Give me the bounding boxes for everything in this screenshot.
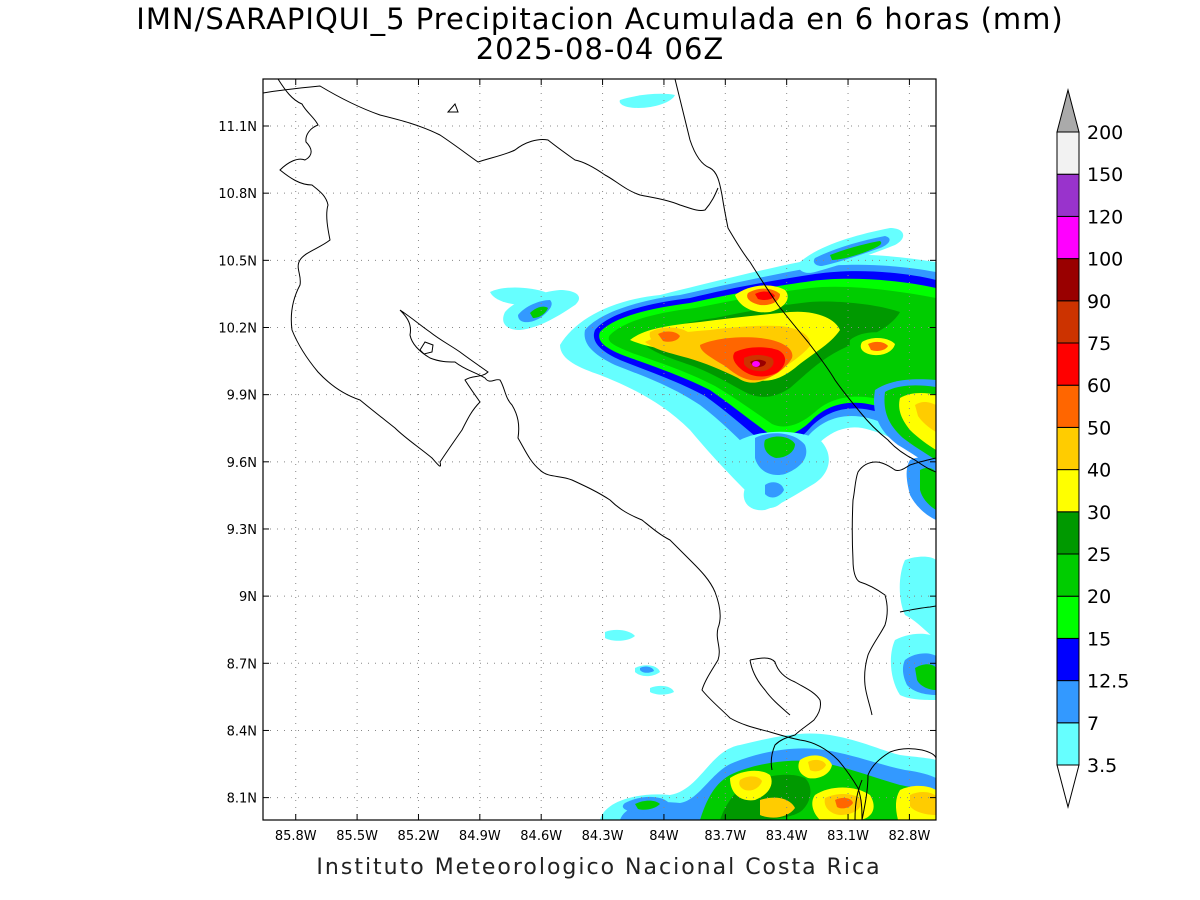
rain-band-north bbox=[490, 93, 936, 820]
colorbar-label: 12.5 bbox=[1087, 671, 1129, 693]
colorbar-swatch bbox=[1056, 595, 1080, 639]
colorbar-swatch bbox=[1056, 384, 1080, 428]
colorbar-swatch bbox=[1056, 553, 1080, 597]
colorbar-swatch bbox=[1056, 637, 1080, 682]
lat-tick-label: 8.1N bbox=[227, 792, 257, 807]
colorbar-swatch bbox=[1056, 215, 1080, 260]
colorbar-min-triangle bbox=[1056, 764, 1080, 809]
colorbar-label: 60 bbox=[1087, 375, 1111, 397]
footer-credit: Instituto Meteorologico Nacional Costa R… bbox=[316, 855, 882, 880]
colorbar-label: 3.5 bbox=[1087, 755, 1117, 777]
colorbar-label: 20 bbox=[1087, 586, 1111, 608]
lat-tick-label: 10.2N bbox=[218, 321, 257, 336]
lon-tick-label: 85.8W bbox=[275, 829, 317, 844]
colorbar-swatch bbox=[1056, 300, 1080, 344]
colorbar-label: 150 bbox=[1087, 164, 1123, 186]
map-datetime: 2025-08-04 06Z bbox=[475, 32, 725, 66]
colorbar-swatch bbox=[1056, 131, 1080, 175]
lon-tick-label: 84.9W bbox=[459, 829, 501, 844]
coastlines bbox=[263, 79, 936, 820]
lat-tick-label: 8.7N bbox=[227, 657, 257, 672]
colorbar-label: 100 bbox=[1087, 249, 1123, 271]
map-frame bbox=[262, 78, 937, 821]
colorbar-label: 15 bbox=[1087, 628, 1111, 650]
lon-tick-label: 85.2W bbox=[398, 829, 440, 844]
colorbar-swatch bbox=[1056, 469, 1080, 513]
lon-tick-label: 83.1W bbox=[827, 829, 869, 844]
lat-tick-label: 11.1N bbox=[218, 120, 257, 135]
colorbar-swatch bbox=[1056, 258, 1080, 302]
colorbar-label: 50 bbox=[1087, 417, 1111, 439]
colorbar-swatch bbox=[1056, 173, 1080, 217]
colorbar-label: 30 bbox=[1087, 502, 1111, 524]
colorbar-label: 25 bbox=[1087, 544, 1111, 566]
colorbar-label: 75 bbox=[1087, 333, 1111, 355]
latitude-axis: 8.1N 8.4N 8.7N 9N 9.3N 9.6N 9.9N 10.2N 10.5N 10.8… bbox=[218, 120, 936, 807]
colorbar-swatch bbox=[1056, 426, 1080, 471]
lon-tick-label: 83.7W bbox=[704, 829, 746, 844]
colorbar-max-triangle bbox=[1056, 88, 1080, 133]
lon-tick-label: 82.8W bbox=[889, 829, 931, 844]
lat-tick-label: 10.8N bbox=[218, 187, 257, 202]
precipitation-field bbox=[490, 93, 936, 820]
lon-tick-label: 84.3W bbox=[582, 829, 624, 844]
colorbar-label: 7 bbox=[1087, 713, 1099, 735]
longitude-axis: 85.8W 85.5W 85.2W 84.9W 84.6W 84.3W 84W 83.7W 83… bbox=[275, 79, 931, 844]
lon-tick-label: 85.5W bbox=[336, 829, 378, 844]
lat-tick-label: 10.5N bbox=[218, 254, 257, 269]
map-title: IMN/SARAPIQUI_5 Precipitacion Acumulada … bbox=[136, 2, 1064, 36]
colorbar-label: 200 bbox=[1087, 122, 1123, 144]
colorbar-label: 120 bbox=[1087, 206, 1123, 228]
lat-tick-label: 9.3N bbox=[227, 523, 257, 538]
colorbar-swatch bbox=[1056, 342, 1080, 386]
lat-tick-label: 8.4N bbox=[227, 724, 257, 739]
lat-tick-label: 9.6N bbox=[227, 456, 257, 471]
colorbar-swatch bbox=[1056, 722, 1080, 766]
lon-tick-label: 83.4W bbox=[766, 829, 808, 844]
colorbar-legend: 3.5 7 12.5 15 20 25 30 40 50 60 75 90 100 120 150 200 bbox=[1056, 88, 1129, 809]
lat-tick-label: 9N bbox=[239, 590, 257, 605]
colorbar-label: 90 bbox=[1087, 291, 1111, 313]
lat-tick-label: 9.9N bbox=[227, 389, 257, 404]
colorbar-swatch bbox=[1056, 680, 1080, 724]
graticule bbox=[263, 79, 936, 820]
lon-tick-label: 84.6W bbox=[520, 829, 562, 844]
colorbar-label: 40 bbox=[1087, 460, 1111, 482]
lon-tick-label: 84W bbox=[649, 829, 679, 844]
colorbar-swatch bbox=[1056, 511, 1080, 555]
